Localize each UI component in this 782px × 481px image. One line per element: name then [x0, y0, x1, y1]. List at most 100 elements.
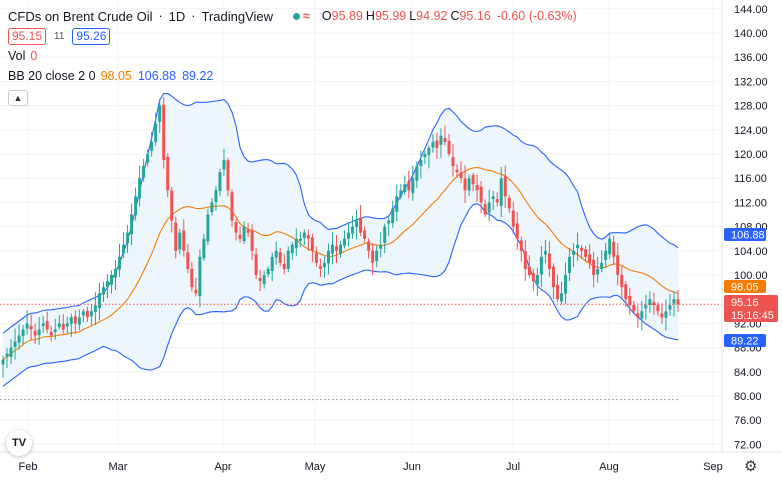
candle-body [511, 210, 515, 227]
gear-icon[interactable]: ⚙ [744, 458, 758, 475]
candle-body [604, 250, 608, 260]
time-tick-label: Jul [506, 461, 520, 473]
price-tick-label: 80.00 [734, 391, 762, 403]
candle-body [580, 247, 584, 251]
candle-body [503, 176, 507, 197]
candle-body [118, 256, 122, 270]
volume-row[interactable]: Vol 0 [8, 46, 577, 66]
candle-body [122, 244, 126, 254]
candle-body [73, 316, 77, 324]
interval-label[interactable]: 1D [168, 8, 186, 24]
candle-body [210, 202, 214, 213]
bb-indicator-row[interactable]: BB 20 close 2 0 98.05 106.88 89.22 [8, 66, 577, 86]
candle-body [262, 275, 266, 285]
candle-body [57, 323, 61, 328]
candle-body [600, 262, 604, 270]
candle-body [355, 220, 359, 228]
buy-price-button[interactable]: 95.26 [72, 27, 111, 45]
candle-body [543, 250, 547, 255]
candle-body [479, 186, 483, 203]
high-value: 95.99 [374, 9, 407, 23]
wave-icon: ≈ [303, 9, 310, 23]
time-tick-label: Sep [703, 461, 723, 473]
candle-body [246, 229, 250, 233]
candle-body [523, 251, 527, 269]
candle-body [89, 311, 93, 317]
candle-body [186, 252, 190, 269]
candle-body [439, 135, 443, 145]
legend-sep: · [158, 9, 163, 23]
candle-body [222, 160, 226, 170]
close-value: 95.16 [459, 9, 491, 23]
high-label: H [365, 9, 375, 23]
candle-body [499, 178, 503, 207]
candle-body [166, 156, 170, 191]
chevron-up-icon[interactable]: ▲ [8, 90, 28, 106]
candle-body [596, 268, 600, 275]
candle-body [371, 250, 375, 263]
price-tick-label: 124.00 [734, 125, 768, 137]
candle-body [455, 169, 459, 173]
candle-body [294, 238, 298, 249]
candle-body [9, 347, 13, 357]
candle-body [572, 250, 576, 255]
price-tick-label: 100.00 [734, 270, 768, 282]
candle-body [202, 238, 206, 259]
candle-body [146, 154, 150, 163]
sell-price-button[interactable]: 95.15 [8, 27, 47, 45]
candle-body [150, 141, 154, 151]
low-label: L [409, 9, 417, 23]
open-label: O [321, 9, 332, 23]
candle-body [431, 141, 435, 148]
spread-value: 11 [54, 30, 65, 42]
legend-sep: · [191, 9, 196, 23]
candle-body [286, 250, 290, 269]
candle-body [483, 204, 487, 215]
candle-body [330, 244, 334, 254]
candle-body [447, 140, 451, 154]
candle-body [162, 104, 166, 161]
candle-body [61, 323, 65, 330]
time-axis[interactable]: Feb Mar Apr May Jun Jul Aug Sep [19, 461, 723, 473]
candle-body [49, 331, 53, 336]
time-tick-label: Jun [403, 461, 421, 473]
candle-body [668, 305, 672, 310]
candle-body [451, 157, 455, 167]
price-axis[interactable]: 72.0076.0080.0084.0088.0092.0096.00100.0… [734, 4, 768, 452]
candle-body [198, 256, 202, 296]
bid-ask-row: 95.15 11 95.26 [8, 26, 577, 46]
symbol-title[interactable]: CFDs on Brent Crude Oil [8, 8, 153, 24]
candles [1, 96, 680, 378]
basis-badge: 98.05 [731, 282, 759, 294]
bollinger-band-fill [3, 93, 678, 387]
price-tick-label: 136.00 [734, 52, 768, 64]
time-tick-label: Feb [19, 461, 38, 473]
candle-body [234, 221, 238, 233]
candle-body [527, 266, 531, 275]
open-value: 95.89 [331, 9, 363, 23]
time-tick-label: Apr [214, 461, 231, 473]
candle-body [515, 223, 519, 239]
candle-body [254, 254, 258, 275]
candle-body [391, 208, 395, 224]
candle-body [77, 317, 81, 325]
source-label: TradingView [201, 8, 274, 24]
candle-body [29, 325, 33, 330]
candle-body [81, 311, 85, 316]
candle-body [676, 299, 680, 305]
candle-body [105, 281, 109, 288]
tradingview-logo-icon[interactable]: TV [6, 430, 32, 456]
bb-lower-value: 89.22 [182, 69, 214, 83]
candle-body [379, 244, 383, 249]
collapse-row: ▲ [8, 86, 577, 106]
candle-body [632, 305, 636, 312]
volume-label: Vol [8, 49, 26, 63]
candle-body [17, 335, 21, 343]
candle-body [435, 140, 439, 148]
candle-body [535, 275, 539, 285]
candle-body [174, 222, 178, 251]
candle-body [258, 277, 262, 282]
last-price-badge-bg [724, 295, 778, 322]
time-tick-label: Mar [109, 461, 128, 473]
